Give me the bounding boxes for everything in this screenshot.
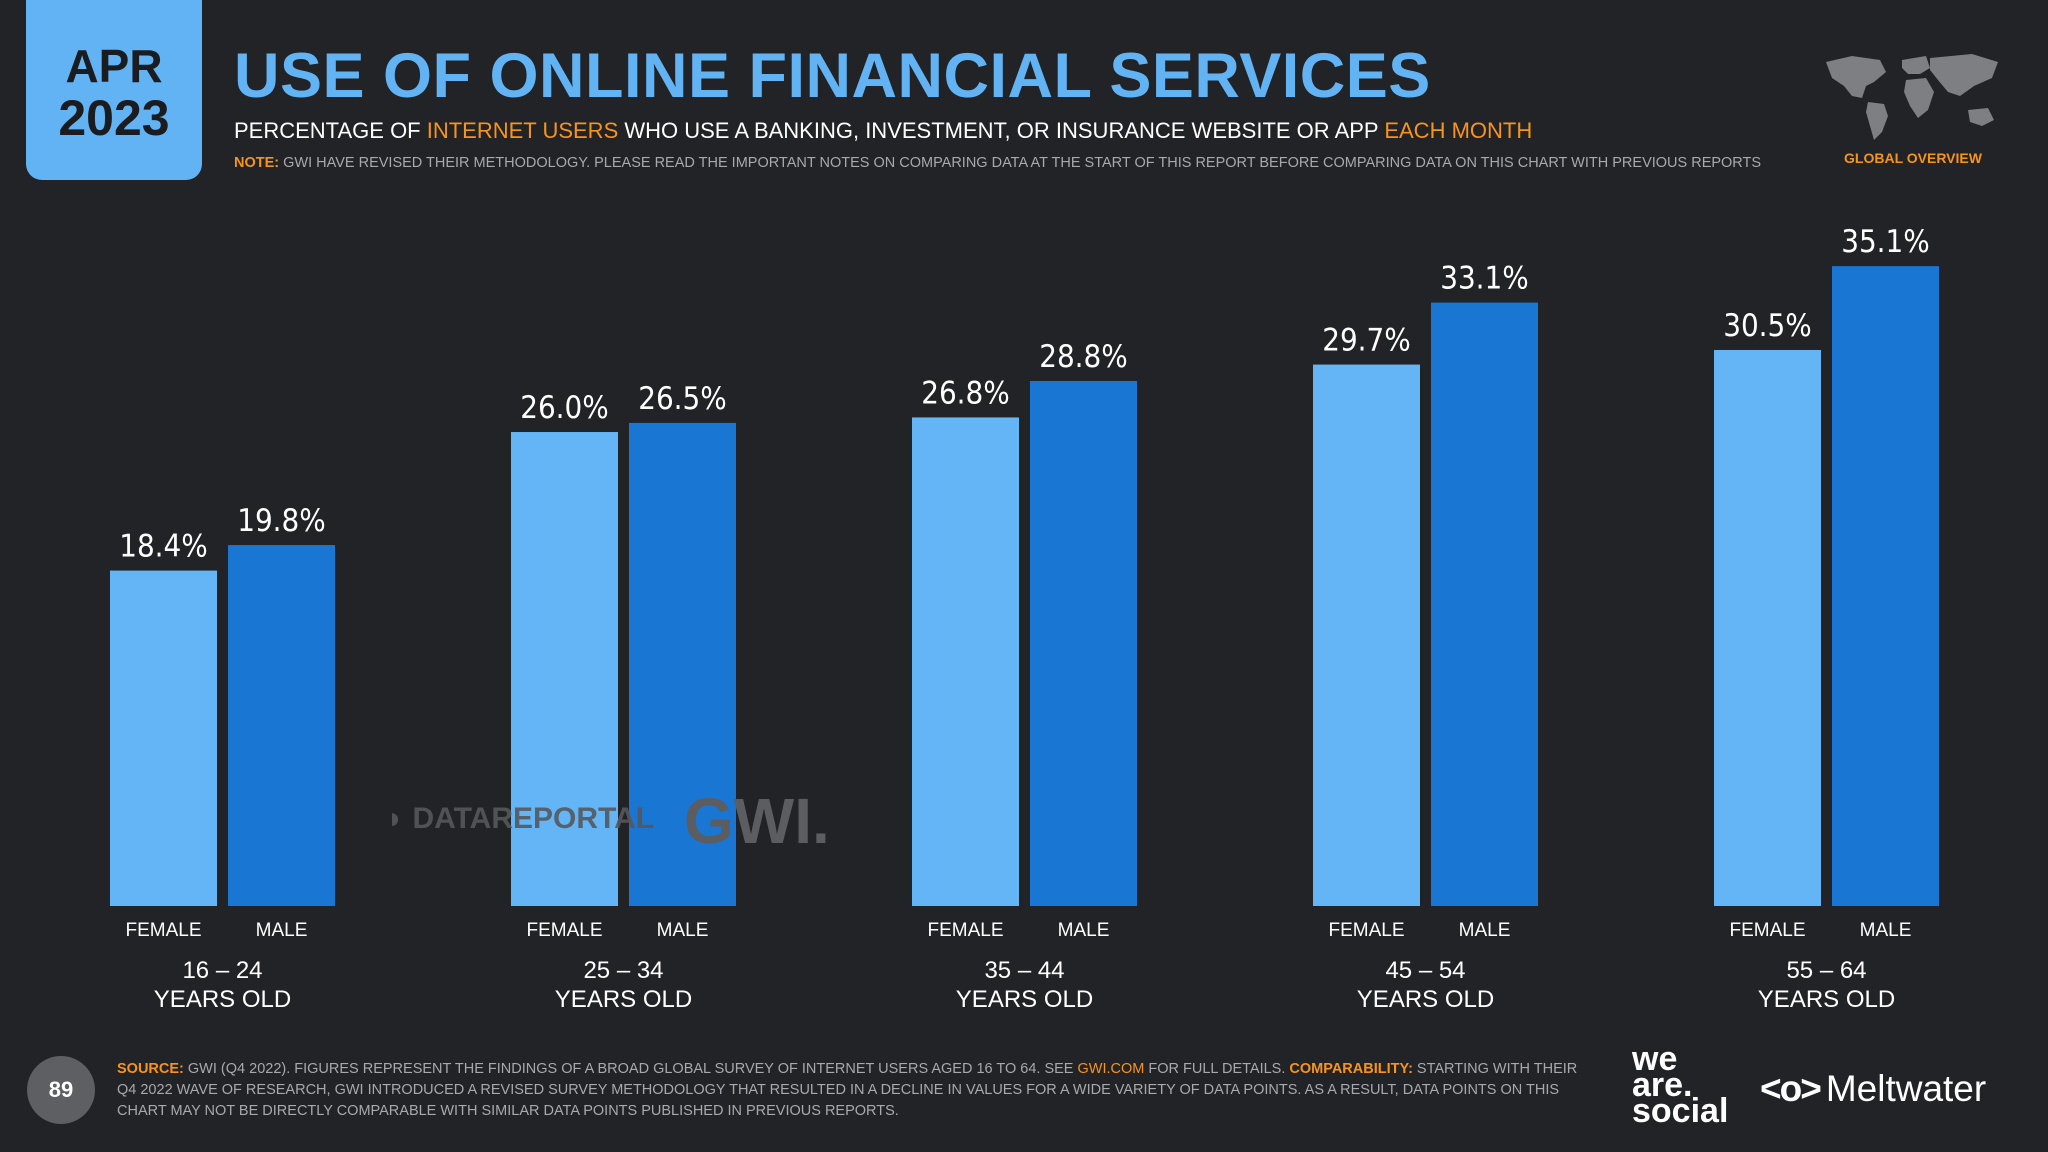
page-number: 89 <box>27 1056 95 1124</box>
group-age-suffix: YEARS OLD <box>554 986 693 1013</box>
source-body-2: FOR FULL DETAILS. <box>1144 1061 1290 1077</box>
source-text: SOURCE: GWI (Q4 2022). FIGURES REPRESENT… <box>117 1059 1592 1122</box>
group-age-range: 45 – 54 <box>1385 957 1466 984</box>
tick-label-female: FEMALE <box>1729 920 1806 941</box>
bar-female-16-24 <box>110 570 217 906</box>
data-label-male-25-34: 26.5% <box>638 381 727 417</box>
group-label-35-44: 35 – 44 YEARS OLD <box>905 956 1145 1014</box>
page-title: USE OF ONLINE FINANCIAL SERVICES <box>234 41 1431 111</box>
we-are-social-logo: we are. social <box>1632 1040 1729 1130</box>
group-age-suffix: YEARS OLD <box>1757 986 1896 1013</box>
report-year: 2023 <box>58 90 170 146</box>
comparability-label: COMPARABILITY: <box>1289 1061 1413 1077</box>
group-age-range: 16 – 24 <box>182 957 263 984</box>
bar-male-45-54 <box>1431 302 1538 906</box>
data-label-male-55-64: 35.1% <box>1841 224 1930 260</box>
meltwater-icon: <o> <box>1760 1068 1822 1109</box>
data-label-female-25-34: 26.0% <box>520 390 609 426</box>
note-label: NOTE: <box>234 155 280 171</box>
we-are-social-word-1: we <box>1632 1040 1678 1078</box>
we-are-social-word-3: social <box>1632 1092 1729 1130</box>
bar-female-55-64 <box>1714 349 1821 906</box>
datareportal-watermark: ◗ DATAREPORTAL <box>386 802 655 835</box>
tick-label-female: FEMALE <box>125 920 202 941</box>
methodology-note: NOTE: GWI HAVE REVISED THEIR METHODOLOGY… <box>234 155 1761 171</box>
bar-male-55-64 <box>1832 266 1939 906</box>
data-label-male-35-44: 28.8% <box>1039 339 1128 375</box>
tick-label-male: MALE <box>1057 920 1110 941</box>
data-label-female-16-24: 18.4% <box>119 529 208 565</box>
subtitle-highlight-internet-users: INTERNET USERS <box>426 118 619 143</box>
bar-male-16-24 <box>228 545 335 906</box>
chart-subtitle: PERCENTAGE OF INTERNET USERS WHO USE A B… <box>234 118 1532 144</box>
bar-female-35-44 <box>912 417 1019 906</box>
region-label: GLOBAL OVERVIEW <box>1844 150 1982 166</box>
group-label-16-24: 16 – 24 YEARS OLD <box>103 956 343 1014</box>
data-label-female-55-64: 30.5% <box>1723 308 1812 344</box>
bar-male-25-34 <box>629 422 736 906</box>
group-label-25-34: 25 – 34 YEARS OLD <box>504 956 744 1014</box>
bar-female-45-54 <box>1313 364 1420 907</box>
group-age-suffix: YEARS OLD <box>1356 986 1495 1013</box>
data-label-male-45-54: 33.1% <box>1440 261 1529 297</box>
group-label-55-64: 55 – 64 YEARS OLD <box>1707 956 1947 1014</box>
note-text: GWI HAVE REVISED THEIR METHODOLOGY. PLEA… <box>279 155 1762 171</box>
datareportal-watermark-text: DATAREPORTAL <box>412 802 655 835</box>
we-are-social-word-2: are. <box>1632 1066 1693 1104</box>
subtitle-highlight-each-month: EACH MONTH <box>1384 118 1533 143</box>
report-month: APR <box>65 40 163 92</box>
data-label-male-16-24: 19.8% <box>237 503 326 539</box>
tick-label-male: MALE <box>656 920 709 941</box>
data-label-female-45-54: 29.7% <box>1322 323 1411 359</box>
meltwater-logo: <o> Meltwater <box>1760 1068 1986 1110</box>
gwi-watermark: GWI. <box>684 785 830 857</box>
tick-label-male: MALE <box>255 920 308 941</box>
group-age-suffix: YEARS OLD <box>153 986 292 1013</box>
group-age-suffix: YEARS OLD <box>955 986 1094 1013</box>
subtitle-part2: WHO USE A BANKING, INVESTMENT, OR INSURA… <box>618 118 1385 143</box>
bar-female-25-34 <box>511 432 618 906</box>
tick-label-male: MALE <box>1458 920 1511 941</box>
meltwater-wordmark: Meltwater <box>1825 1068 1987 1109</box>
bar-male-35-44 <box>1030 380 1137 906</box>
group-age-range: 35 – 44 <box>984 957 1065 984</box>
group-age-range: 55 – 64 <box>1786 957 1867 984</box>
source-label: SOURCE: <box>117 1061 184 1077</box>
group-label-45-54: 45 – 54 YEARS OLD <box>1306 956 1546 1014</box>
gwi-link[interactable]: GWI.COM <box>1077 1061 1145 1077</box>
source-body: GWI (Q4 2022). FIGURES REPRESENT THE FIN… <box>183 1061 1078 1077</box>
date-badge: APR 2023 <box>26 0 202 180</box>
tick-label-female: FEMALE <box>526 920 603 941</box>
world-map-icon <box>1826 54 1998 140</box>
comparability-text: STARTING WITH THEIR Q4 2022 WAVE OF RESE… <box>117 1061 1578 1119</box>
group-age-range: 25 – 34 <box>583 957 664 984</box>
data-label-female-35-44: 26.8% <box>921 375 1010 411</box>
tick-label-male: MALE <box>1859 920 1912 941</box>
tick-label-female: FEMALE <box>927 920 1004 941</box>
tick-label-female: FEMALE <box>1328 920 1405 941</box>
subtitle-part1: PERCENTAGE OF <box>234 118 427 143</box>
